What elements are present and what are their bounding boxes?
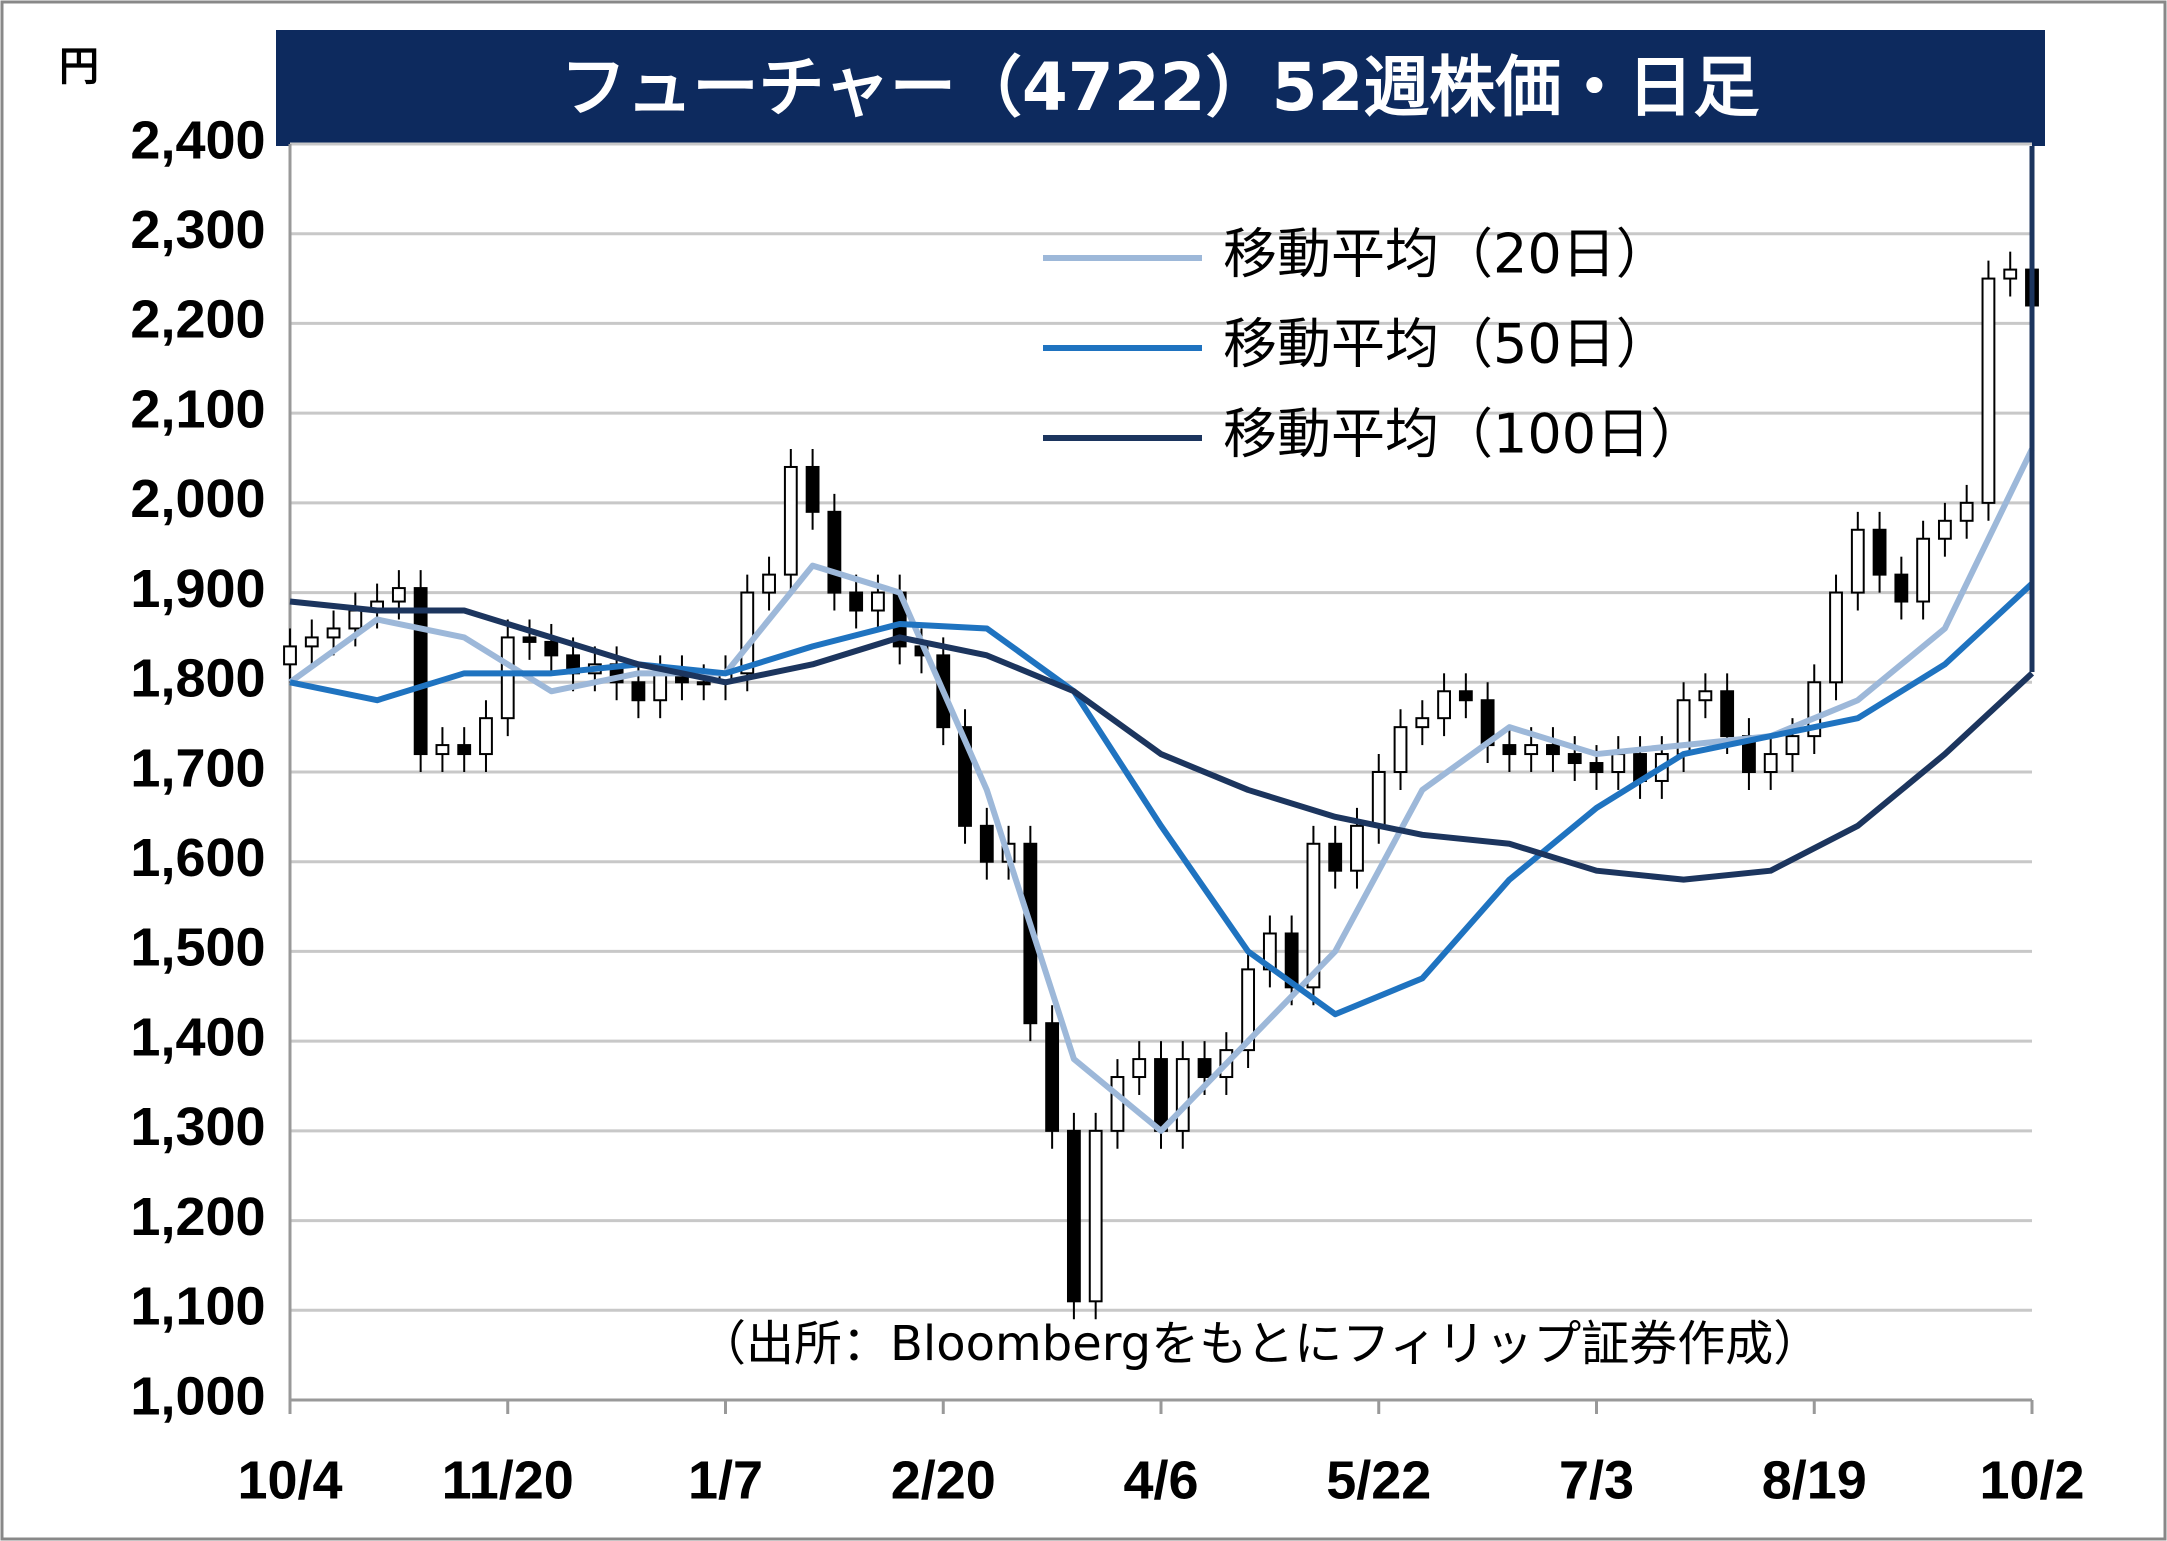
y-tick-label: 2,000 — [130, 469, 265, 529]
candle-body — [1045, 1022, 1060, 1132]
candle-body — [304, 636, 319, 648]
y-tick-label: 1,000 — [130, 1366, 265, 1426]
candle-body — [1110, 1076, 1125, 1132]
candle-body — [653, 672, 668, 702]
candle-body — [1524, 744, 1539, 756]
candle-body — [479, 717, 493, 756]
chart-title: フューチャー（4722）52週株価・日足 — [561, 49, 1760, 126]
candle-body — [1132, 1058, 1147, 1079]
candle-body — [1546, 744, 1560, 756]
candle-body — [1894, 573, 1909, 603]
candle-body — [348, 609, 363, 630]
candle-body — [1437, 690, 1451, 720]
x-tick-label: 2/20 — [891, 1450, 996, 1510]
candle-body — [1306, 842, 1321, 989]
candle-body — [1350, 824, 1364, 872]
legend-label: 移動平均（50日） — [1223, 313, 1670, 376]
candle-body — [871, 591, 885, 612]
y-tick-label: 1,900 — [130, 559, 265, 619]
candle-body — [1175, 1058, 1190, 1132]
candle-body — [827, 510, 842, 594]
candle-body — [1197, 1058, 1212, 1079]
candle-body — [1850, 528, 1865, 594]
candle-body — [762, 573, 776, 594]
x-tick-label: 11/20 — [442, 1450, 574, 1510]
candle-body — [2003, 268, 2018, 280]
candle-body — [979, 824, 994, 863]
source-note: （出所：Bloombergをもとにフィリップ証券作成） — [698, 1316, 1821, 1372]
candle-body — [696, 681, 711, 686]
candle-body — [544, 640, 559, 657]
candle-body — [740, 591, 755, 675]
title-banner — [276, 30, 2045, 146]
x-tick-label: 7/3 — [1559, 1450, 1634, 1510]
ma-line — [289, 581, 2035, 1018]
y-tick-label: 1,200 — [130, 1187, 265, 1247]
plot-area: 1,000 1,100 1,200 1,300 1,400 1,500 1,600 1,700… — [130, 110, 2084, 1510]
candle-body — [1284, 932, 1299, 989]
candle-body — [1698, 690, 1713, 702]
y-tick-label: 1,100 — [130, 1277, 265, 1337]
candle-body — [1981, 277, 1996, 504]
candle-body — [1872, 528, 1887, 576]
candle-body — [1328, 842, 1343, 872]
candle-body — [435, 744, 450, 756]
candle-body — [1720, 690, 1735, 738]
candle-body — [1415, 717, 1430, 729]
candle-body — [1807, 681, 1822, 738]
y-tick-label: 1,700 — [130, 738, 265, 798]
candle-body — [1241, 968, 1256, 1052]
candle-body — [1458, 690, 1473, 702]
y-tick-label: 2,200 — [130, 290, 265, 350]
candle-body — [1785, 735, 1800, 756]
y-tick-label: 1,300 — [130, 1097, 265, 1157]
candle-body — [1088, 1129, 1103, 1303]
legend-label: 移動平均（100日） — [1223, 403, 1704, 466]
candle-body — [326, 627, 341, 639]
candle-body — [522, 636, 537, 643]
candle-body — [805, 465, 820, 513]
y-tick-label: 2,100 — [130, 379, 265, 439]
x-tick-label: 5/22 — [1326, 1450, 1431, 1510]
candle-body — [283, 645, 297, 666]
candle-body — [1916, 537, 1931, 603]
ma-line — [289, 598, 2035, 883]
candle-body — [783, 465, 798, 576]
candle-body — [958, 726, 972, 827]
legend-label: 移動平均（20日） — [1223, 223, 1670, 286]
candle-body — [1371, 771, 1386, 827]
candle-body — [457, 744, 472, 756]
candle-body — [391, 587, 406, 603]
candle-body — [1763, 753, 1778, 773]
x-tick-label: 4/6 — [1123, 1450, 1198, 1510]
y-tick-label: 1,600 — [130, 828, 265, 888]
y-tick-label: 2,400 — [130, 110, 265, 170]
candle-body — [849, 591, 864, 612]
y-tick-label: 2,300 — [130, 200, 265, 260]
candle-body — [1937, 519, 1952, 540]
candle-body — [1611, 753, 1626, 773]
candle-body — [1393, 726, 1408, 774]
candle-body — [413, 587, 428, 756]
y-tick-label: 1,400 — [130, 1007, 265, 1067]
candle-body — [500, 636, 515, 720]
candle-body — [631, 681, 646, 702]
x-tick-label: 10/4 — [237, 1450, 342, 1510]
candle-body — [1502, 744, 1517, 756]
candle-body — [1567, 753, 1582, 765]
x-tick-label: 8/19 — [1762, 1450, 1867, 1510]
x-tick-label: 10/2 — [1979, 1450, 2084, 1510]
candle-body — [1959, 501, 1974, 522]
candle-body — [1589, 762, 1604, 773]
candle-body — [1829, 591, 1843, 684]
y-tick-label: 1,500 — [130, 918, 265, 978]
y-tick-label: 1,800 — [130, 649, 265, 709]
candle-body — [1066, 1129, 1081, 1303]
x-tick-label: 1/7 — [688, 1450, 763, 1510]
unit-label: 円 — [59, 44, 99, 90]
candle-body — [1154, 1058, 1168, 1132]
